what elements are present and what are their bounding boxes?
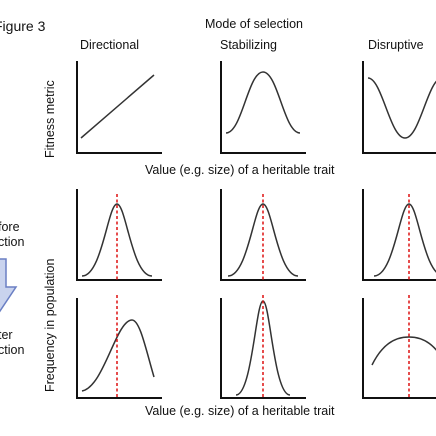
panel-axes: [220, 189, 306, 281]
distribution-curve: [227, 203, 299, 277]
panel-axes: [220, 61, 306, 154]
mode-stabilizing-label: Stabilizing: [220, 38, 277, 52]
fitness-curve-peak: [225, 71, 301, 134]
trait-xlabel-bottom: Value (e.g. size) of a heritable trait: [145, 404, 335, 418]
panel-before-disruptive: [362, 189, 436, 281]
before-selection-label: fore ction: [0, 220, 25, 249]
after-selection-label: ter ction: [0, 328, 25, 357]
frequency-ylabel: Frequency in population: [43, 258, 57, 392]
fitness-curve-valley: [367, 77, 436, 139]
figure-label: Figure 3: [0, 18, 46, 34]
panel-axes: [76, 61, 162, 154]
down-arrow-icon: [0, 258, 18, 313]
panel-axes: [76, 298, 162, 399]
mode-directional-label: Directional: [80, 38, 140, 52]
panel-before-directional: [76, 189, 162, 281]
mode-disruptive-label: Disruptive: [368, 38, 424, 52]
fitness-curve-line: [80, 74, 155, 139]
panel-axes: [362, 298, 436, 399]
panel-fitness-stabilizing: [220, 61, 306, 154]
panel-before-stabilizing: [220, 189, 306, 281]
fitness-metric-ylabel: Fitness metric: [43, 80, 57, 158]
distribution-curve: [235, 300, 291, 396]
distribution-curve: [81, 319, 155, 392]
panel-axes: [362, 189, 436, 281]
distribution-curve: [81, 203, 153, 277]
panel-fitness-disruptive: [362, 61, 436, 154]
trait-xlabel-top: Value (e.g. size) of a heritable trait: [145, 163, 335, 177]
distribution-curve: [371, 336, 436, 366]
panel-after-stabilizing: [220, 295, 306, 399]
panel-axes: [76, 189, 162, 281]
selection-mode-title: Mode of selection: [205, 17, 303, 31]
panel-axes: [362, 61, 436, 154]
panel-axes: [220, 298, 306, 399]
panel-after-directional: [76, 295, 162, 399]
panel-after-disruptive: [362, 295, 436, 399]
panel-fitness-directional: [76, 61, 162, 154]
distribution-curve: [373, 203, 436, 277]
